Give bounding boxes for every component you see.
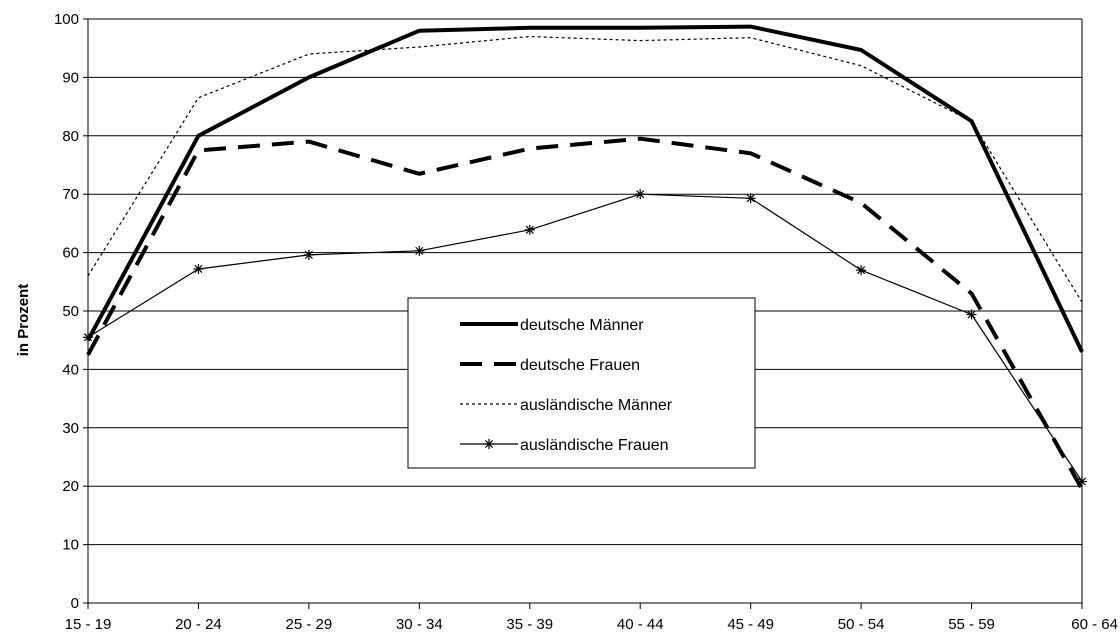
x-tick-label: 50 - 54	[838, 616, 885, 633]
y-tick-label: 60	[62, 245, 79, 262]
marker-stroke	[83, 333, 93, 342]
legend-label: deutsche Männer	[520, 317, 644, 334]
marker-stroke	[967, 310, 976, 319]
series-line-3	[87, 35, 1083, 303]
y-tick-label: 50	[62, 303, 79, 320]
data-point	[414, 245, 425, 256]
y-tick-label: 10	[62, 537, 79, 554]
marker-stroke	[484, 439, 494, 449]
series-line-4	[87, 193, 1083, 482]
x-tick-label: 30 - 34	[396, 616, 443, 633]
marker-stroke	[415, 246, 424, 255]
legend-box	[407, 297, 756, 469]
series-lines	[83, 24, 1087, 491]
y-tick-label: 90	[62, 69, 79, 86]
data-point	[524, 224, 535, 235]
data-point	[83, 332, 93, 343]
y-tick-label: 20	[62, 478, 79, 495]
data-point	[745, 193, 756, 204]
legend-label: ausländische Frauen	[520, 437, 669, 454]
marker-stroke	[304, 250, 313, 259]
x-axis-ticks: 15 - 19 20 - 24 25 - 29 30 - 34 35 - 39 40 - …	[65, 603, 1118, 633]
data-point	[966, 309, 977, 320]
legend: deutsche Männer deutsche Frauen ausländisc…	[407, 297, 756, 469]
y-tick-label: 0	[71, 595, 79, 612]
marker-stroke	[194, 264, 203, 273]
legend-label: ausländische Männer	[520, 397, 673, 414]
x-tick-label: 35 - 39	[506, 616, 553, 633]
marker-stroke	[1077, 477, 1087, 486]
x-tick-label: 45 - 49	[727, 616, 774, 633]
legend-label: deutsche Frauen	[520, 357, 640, 374]
x-tick-label: 40 - 44	[617, 616, 664, 633]
y-tick-label: 40	[62, 361, 79, 378]
data-point	[635, 189, 646, 200]
y-axis-label: in Prozent	[15, 284, 32, 357]
y-axis-ticks: 0 10 20 30 40 50 60 70 80 90 100	[54, 11, 88, 612]
data-point	[856, 265, 867, 276]
x-tick-label: 55 - 59	[948, 616, 995, 633]
x-tick-label: 25 - 29	[286, 616, 333, 633]
y-tick-label: 30	[62, 420, 79, 437]
marker-stroke	[636, 190, 645, 199]
x-tick-label: 20 - 24	[175, 616, 222, 633]
y-tick-label: 100	[54, 11, 79, 28]
x-tick-label: 15 - 19	[65, 616, 112, 633]
series-line-1	[86, 24, 1084, 353]
data-point	[303, 249, 314, 260]
y-tick-label: 80	[62, 128, 79, 145]
legend-marker	[484, 439, 494, 449]
data-point	[193, 263, 204, 274]
marker-stroke	[525, 225, 534, 234]
marker-stroke	[746, 194, 755, 203]
y-tick-label: 70	[62, 186, 79, 203]
series-line-2	[86, 136, 1084, 491]
x-tick-label: 60 - 64	[1071, 616, 1118, 633]
marker-stroke	[857, 266, 866, 275]
data-point	[1077, 476, 1087, 487]
